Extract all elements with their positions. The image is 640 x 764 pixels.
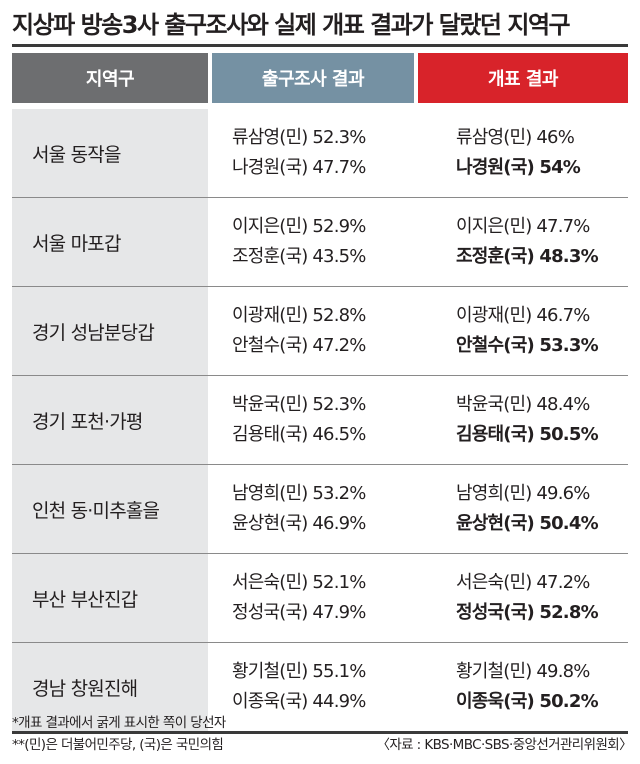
table-header: 지역구 출구조사 결과 개표 결과 <box>12 47 628 109</box>
winner-candidate: 조정훈(국) 48.3% <box>456 246 599 267</box>
exit-poll-cell: 이지은(민) 52.9% 조정훈(국) 43.5% <box>208 198 414 286</box>
exit-poll-candidate: 이종욱(국) 44.9% <box>232 691 366 712</box>
results-table: 지역구 출구조사 결과 개표 결과 서울 동작을 류삼영(민) 52.3% 나경원(… <box>12 44 628 734</box>
winner-candidate: 나경원(국) 54% <box>456 157 581 178</box>
vote-count-cell: 류삼영(민) 46% 나경원(국) 54% <box>414 109 628 197</box>
exit-poll-candidate: 이광재(민) 52.8% <box>232 305 366 326</box>
table-body: 서울 동작을 류삼영(민) 52.3% 나경원(국) 47.7% 류삼영(민) 46%… <box>12 109 628 731</box>
exit-poll-cell: 류삼영(민) 52.3% 나경원(국) 47.7% <box>208 109 414 197</box>
vote-count-cell: 서은숙(민) 47.2% 정성국(국) 52.8% <box>414 554 628 642</box>
winner-candidate: 이종욱(국) 50.2% <box>456 691 599 712</box>
header-vote-count: 개표 결과 <box>418 53 628 103</box>
vote-count-candidate: 박윤국(민) 48.4% <box>456 394 590 415</box>
table-row: 부산 부산진갑 서은숙(민) 52.1% 정성국(국) 47.9% 서은숙(민) 47… <box>12 553 628 642</box>
exit-poll-candidate: 김용태(국) 46.5% <box>232 424 366 445</box>
vote-count-candidate: 류삼영(민) 46% <box>456 127 575 148</box>
district-name: 인천 동·미추홀을 <box>12 465 208 553</box>
footnote-winner: *개표 결과에서 굵게 표시한 쪽이 당선자 <box>12 715 226 731</box>
footnote-2-line: **(민)은 더불어민주당, (국)은 국민의힘 〈자료 : KBS·MBC·S… <box>12 734 633 756</box>
vote-count-candidate: 남영희(민) 49.6% <box>456 483 590 504</box>
footnotes: *개표 결과에서 굵게 표시한 쪽이 당선자 **(민)은 더불어민주당, (국… <box>12 712 633 756</box>
exit-poll-candidate: 박윤국(민) 52.3% <box>232 394 366 415</box>
vote-count-cell: 이광재(민) 46.7% 안철수(국) 53.3% <box>414 287 628 375</box>
exit-poll-candidate: 류삼영(민) 52.3% <box>232 127 366 148</box>
district-name: 경남 창원진해 <box>12 643 208 731</box>
vote-count-candidate: 서은숙(민) 47.2% <box>456 572 590 593</box>
table-row: 경기 성남분당갑 이광재(민) 52.8% 안철수(국) 47.2% 이광재(민) 4… <box>12 286 628 375</box>
exit-poll-cell: 남영희(민) 53.2% 윤상현(국) 46.9% <box>208 465 414 553</box>
exit-poll-candidate: 서은숙(민) 52.1% <box>232 572 366 593</box>
vote-count-cell: 황기철(민) 49.8% 이종욱(국) 50.2% <box>414 643 628 731</box>
vote-count-cell: 이지은(민) 47.7% 조정훈(국) 48.3% <box>414 198 628 286</box>
vote-count-candidate: 이광재(민) 46.7% <box>456 305 590 326</box>
page-title: 지상파 방송3사 출구조사와 실제 개표 결과가 달랐던 지역구 <box>12 11 571 39</box>
exit-poll-candidate: 남영희(민) 53.2% <box>232 483 366 504</box>
exit-poll-cell: 황기철(민) 55.1% 이종욱(국) 44.9% <box>208 643 414 731</box>
district-name: 경기 성남분당갑 <box>12 287 208 375</box>
exit-poll-candidate: 안철수(국) 47.2% <box>232 335 366 356</box>
source-note: 〈자료 : KBS·MBC·SBS·중앙선거관리위원회〉 <box>376 737 632 753</box>
winner-candidate: 안철수(국) 53.3% <box>456 335 599 356</box>
table-row: 인천 동·미추홀을 남영희(민) 53.2% 윤상현(국) 46.9% 남영희(민) … <box>12 464 628 553</box>
footnote-parties: **(민)은 더불어민주당, (국)은 국민의힘 <box>12 737 224 753</box>
district-name: 서울 동작을 <box>12 109 208 197</box>
table-row: 경기 포천·가평 박윤국(민) 52.3% 김용태(국) 46.5% 박윤국(민) 4… <box>12 375 628 464</box>
winner-candidate: 정성국(국) 52.8% <box>456 602 599 623</box>
winner-candidate: 윤상현(국) 50.4% <box>456 513 599 534</box>
table-row: 경남 창원진해 황기철(민) 55.1% 이종욱(국) 44.9% 황기철(민) 49… <box>12 642 628 731</box>
exit-poll-candidate: 이지은(민) 52.9% <box>232 216 366 237</box>
table-row: 서울 동작을 류삼영(민) 52.3% 나경원(국) 47.7% 류삼영(민) 46%… <box>12 109 628 197</box>
vote-count-candidate: 이지은(민) 47.7% <box>456 216 590 237</box>
district-name: 서울 마포갑 <box>12 198 208 286</box>
vote-count-cell: 남영희(민) 49.6% 윤상현(국) 50.4% <box>414 465 628 553</box>
exit-poll-cell: 이광재(민) 52.8% 안철수(국) 47.2% <box>208 287 414 375</box>
table-bottom-border <box>12 731 628 734</box>
header-district: 지역구 <box>12 53 208 103</box>
exit-poll-cell: 서은숙(민) 52.1% 정성국(국) 47.9% <box>208 554 414 642</box>
exit-poll-candidate: 정성국(국) 47.9% <box>232 602 366 623</box>
district-name: 부산 부산진갑 <box>12 554 208 642</box>
winner-candidate: 김용태(국) 50.5% <box>456 424 599 445</box>
district-name: 경기 포천·가평 <box>12 376 208 464</box>
exit-poll-candidate: 조정훈(국) 43.5% <box>232 246 366 267</box>
header-exit-poll: 출구조사 결과 <box>212 53 414 103</box>
exit-poll-candidate: 나경원(국) 47.7% <box>232 157 366 178</box>
table-row: 서울 마포갑 이지은(민) 52.9% 조정훈(국) 43.5% 이지은(민) 47.… <box>12 197 628 286</box>
exit-poll-candidate: 윤상현(국) 46.9% <box>232 513 366 534</box>
vote-count-cell: 박윤국(민) 48.4% 김용태(국) 50.5% <box>414 376 628 464</box>
exit-poll-candidate: 황기철(민) 55.1% <box>232 661 366 682</box>
footnote-1-line: *개표 결과에서 굵게 표시한 쪽이 당선자 <box>12 712 632 734</box>
exit-poll-cell: 박윤국(민) 52.3% 김용태(국) 46.5% <box>208 376 414 464</box>
vote-count-candidate: 황기철(민) 49.8% <box>456 661 590 682</box>
